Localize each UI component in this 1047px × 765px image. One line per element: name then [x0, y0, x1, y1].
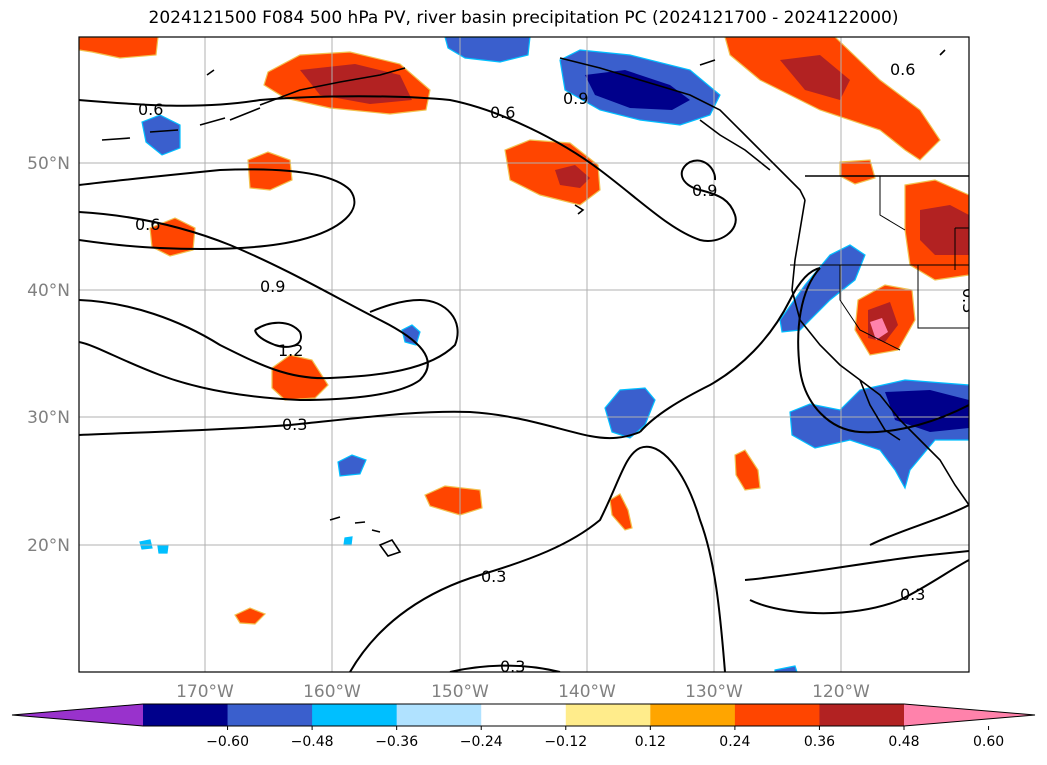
precip-positive-region	[780, 55, 850, 100]
colorbar-outline	[11, 703, 1036, 727]
colorbar-tick-label: 0.36	[804, 734, 835, 750]
contour-label: 0.9	[260, 277, 285, 296]
precip-positive-region	[920, 205, 969, 255]
colorbar-segment	[819, 704, 905, 726]
contour-label: 0.3	[481, 567, 506, 586]
colorbar-segment	[734, 704, 820, 726]
latitude-labels: 50°N 40°N 30°N 20°N	[27, 154, 70, 556]
map-title: 2024121500 F084 500 hPa PV, river basin …	[148, 8, 899, 28]
contour-label: 0.6	[890, 60, 915, 79]
precip-positive-region	[234, 607, 267, 625]
map-frame	[78, 36, 970, 673]
lat-label: 30°N	[27, 408, 70, 428]
precip-negative-region	[585, 70, 690, 110]
contour-label: 1.2	[278, 341, 303, 360]
map-gridlines	[79, 37, 969, 672]
precip-negative-region	[444, 37, 531, 63]
lon-label: 120°W	[812, 682, 870, 702]
lat-label: 40°N	[27, 281, 70, 301]
precipitation-anomaly-fills	[79, 37, 969, 672]
contour-label: 0.3	[959, 288, 978, 313]
precip-positive-region	[79, 37, 159, 59]
lon-label: 130°W	[685, 682, 743, 702]
precip-negative-region	[604, 387, 656, 439]
colorbar-segment	[650, 704, 736, 726]
pv-contour-labels: 0.6 0.6 0.6 0.6 0.9 0.9 0.9 1.2 0.3 0.3 …	[135, 60, 978, 676]
colorbar-segment	[565, 704, 651, 726]
colorbar-tick-label: −0.48	[291, 734, 334, 750]
precip-positive-region	[555, 165, 590, 188]
colorbar-tick-label: −0.60	[206, 734, 249, 750]
precip-negative-region	[157, 544, 169, 554]
contour-label: 0.3	[900, 585, 925, 604]
colorbar-tick-label: 0.48	[888, 734, 919, 750]
precip-negative-region	[774, 665, 798, 672]
precip-positive-region	[504, 139, 601, 206]
precip-negative-region	[141, 114, 181, 156]
precip-positive-region	[734, 449, 761, 491]
colorbar-tick-label: −0.24	[460, 734, 503, 750]
colorbar: −0.60 −0.48 −0.36 −0.24 −0.12 0.12 0.24 0.36 0.4…	[11, 703, 1036, 750]
precip-negative-region	[337, 454, 367, 477]
precip-negative-region	[401, 324, 421, 346]
colorbar-tick-label: 0.60	[973, 734, 1004, 750]
colorbar-extend-high	[904, 704, 1035, 726]
precip-positive-region	[424, 485, 483, 516]
precip-negative-region	[343, 536, 353, 546]
colorbar-segment	[227, 704, 313, 726]
contour-label: 0.9	[692, 181, 717, 200]
contour-label: 0.6	[138, 100, 163, 119]
lon-label: 170°W	[176, 682, 234, 702]
colorbar-extend-low	[12, 704, 143, 726]
colorbar-segment	[312, 704, 398, 726]
colorbar-tick-label: 0.12	[635, 734, 666, 750]
contour-label: 0.9	[563, 89, 588, 108]
precip-positive-region	[247, 151, 293, 191]
colorbar-tick-label: 0.24	[719, 734, 750, 750]
contour-label: 0.3	[500, 657, 525, 676]
precip-positive-region	[870, 318, 888, 340]
colorbar-segment	[143, 704, 229, 726]
contour-label: 0.6	[490, 103, 515, 122]
contour-label: 0.6	[135, 215, 160, 234]
precip-positive-region	[609, 493, 633, 531]
lat-label: 50°N	[27, 154, 70, 174]
lon-label: 150°W	[431, 682, 489, 702]
precip-positive-region	[271, 354, 329, 401]
colorbar-segment	[481, 704, 567, 726]
contour-label: 0.3	[282, 415, 307, 434]
lon-label: 160°W	[303, 682, 361, 702]
colorbar-tick-label: −0.36	[375, 734, 418, 750]
precip-negative-region	[885, 390, 969, 432]
lat-label: 20°N	[27, 536, 70, 556]
precip-positive-region	[724, 37, 941, 161]
precip-positive-region	[839, 159, 876, 185]
colorbar-segment	[396, 704, 482, 726]
colorbar-tick-label: −0.12	[544, 734, 587, 750]
lon-label: 140°W	[558, 682, 616, 702]
pv-contours	[79, 95, 969, 672]
longitude-labels: 170°W 160°W 150°W 140°W 130°W 120°W	[176, 682, 870, 702]
map-plot-area	[79, 37, 969, 672]
